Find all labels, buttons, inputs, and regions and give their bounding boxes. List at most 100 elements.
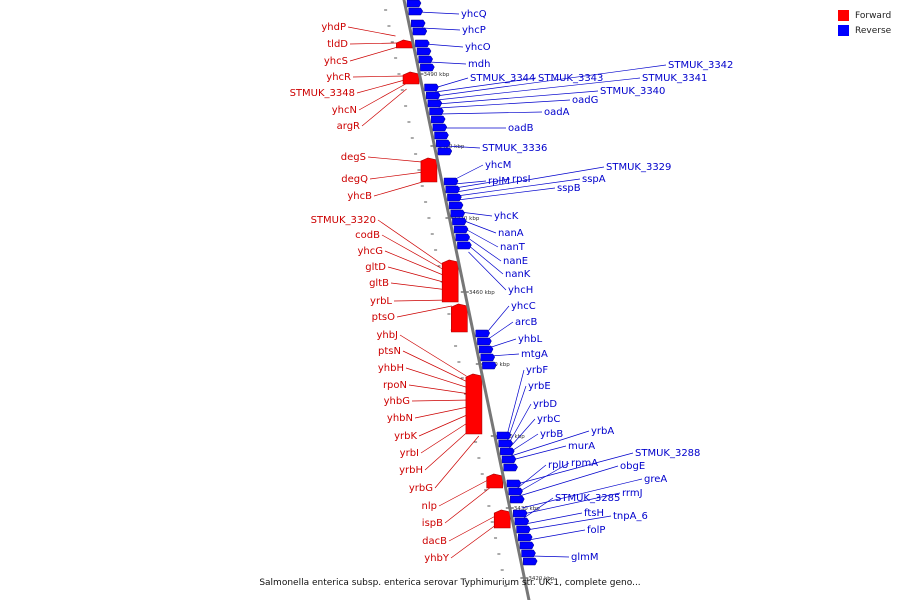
reverse-gene-label[interactable]: tnpA_6 (613, 511, 648, 522)
forward-gene-label[interactable]: yhbG (384, 396, 410, 407)
forward-gene-label[interactable]: nlp (422, 501, 437, 512)
reverse-gene-label[interactable]: STMUK_3288 (635, 448, 700, 459)
reverse-gene-label[interactable]: murA (568, 441, 595, 452)
reverse-gene-label[interactable]: folP (587, 525, 605, 536)
reverse-gene-label[interactable]: yhbL (518, 334, 543, 345)
leader-line (405, 367, 469, 389)
reverse-gene-label[interactable]: yhcM (485, 160, 511, 171)
reverse-gene-label[interactable]: yrbA (591, 426, 614, 437)
forward-gene-label[interactable]: gltD (365, 262, 386, 273)
reverse-gene-label[interactable]: nanA (498, 228, 524, 239)
leader-line (519, 465, 619, 497)
forward-gene-label[interactable]: codB (355, 230, 380, 241)
gene-labels: yhdP tldD yhcS yhcR STMUK_3348 yhcN argR degS de… (290, 9, 734, 564)
reverse-gene-label[interactable]: STMUK_3344 (470, 73, 535, 84)
reverse-gene-block (455, 233, 471, 242)
forward-gene-label[interactable]: gltB (369, 278, 389, 289)
leader-line (457, 187, 556, 201)
reverse-gene-label[interactable]: nanE (503, 256, 528, 267)
forward-gene-label[interactable]: yhcS (324, 56, 348, 67)
reverse-gene-label[interactable]: STMUK_3340 (600, 86, 665, 97)
reverse-gene-label[interactable]: greA (644, 474, 667, 485)
reverse-gene-label[interactable]: STMUK_3341 (642, 73, 707, 84)
reverse-gene-label[interactable]: rpsI (512, 174, 531, 185)
reverse-gene-label[interactable]: nanT (500, 242, 526, 253)
forward-gene-label[interactable]: yhbH (378, 363, 404, 374)
reverse-gene-label[interactable]: obgE (620, 461, 645, 472)
reverse-gene-label[interactable]: STMUK_3329 (606, 162, 671, 173)
reverse-gene-block (512, 509, 528, 518)
forward-gene-label[interactable]: yhbY (424, 553, 450, 564)
forward-gene-block (441, 259, 459, 303)
forward-gene-label[interactable]: yrbK (394, 431, 417, 442)
reverse-gene-label[interactable]: yhcH (508, 285, 533, 296)
reverse-gene-label[interactable]: arcB (515, 317, 538, 328)
reverse-gene-label[interactable]: mtgA (521, 349, 548, 360)
forward-gene-label[interactable]: yhcG (357, 246, 383, 257)
forward-gene-label[interactable]: yrbH (399, 465, 423, 476)
reverse-gene-block (480, 353, 496, 362)
forward-gene-label[interactable]: yrbI (400, 448, 419, 459)
reverse-gene-label[interactable]: STMUK_3336 (482, 143, 547, 154)
reverse-gene-label[interactable]: ftsH (584, 508, 604, 519)
forward-gene-label[interactable]: yrbL (370, 296, 392, 307)
legend: Forward Reverse (838, 8, 891, 38)
forward-gene-label[interactable]: degQ (341, 174, 368, 185)
leader-line (418, 411, 474, 437)
leader-line (414, 405, 473, 419)
forward-gene-label[interactable]: STMUK_3320 (311, 215, 376, 226)
forward-gene-label[interactable]: yhcB (347, 191, 372, 202)
reverse-gene-label[interactable]: yrbC (537, 414, 560, 425)
forward-gene-label[interactable]: yhcN (332, 105, 357, 116)
forward-gene-label[interactable]: ptsN (378, 346, 401, 357)
forward-gene-label[interactable]: tldD (327, 39, 348, 50)
reverse-gene-block (443, 177, 459, 186)
reverse-gene-label[interactable]: oadA (544, 107, 570, 118)
reverse-gene-label[interactable]: sspA (582, 174, 606, 185)
leader-line (453, 164, 484, 181)
reverse-gene-label[interactable]: rrmJ (622, 488, 643, 499)
forward-gene-label[interactable]: ptsO (372, 312, 395, 323)
reverse-gene-block (506, 479, 522, 488)
forward-gene-block (493, 509, 511, 529)
forward-gene-label[interactable]: yhcR (326, 72, 351, 83)
reverse-gene-label[interactable]: yhcQ (461, 9, 487, 20)
forward-gene-label[interactable]: yhdP (321, 22, 346, 33)
reverse-gene-label[interactable]: yhcC (511, 301, 536, 312)
reverse-gene-label[interactable]: yhcO (465, 42, 491, 53)
reverse-gene-label[interactable]: nanK (505, 269, 531, 280)
leader-line (509, 433, 539, 453)
forward-gene-label[interactable]: degS (341, 152, 366, 163)
reverse-gene-label[interactable]: STMUK_3343 (538, 73, 603, 84)
leader-line (402, 350, 468, 383)
reverse-gene-block (475, 329, 491, 338)
reverse-gene-label[interactable]: glmM (571, 552, 599, 563)
forward-gene-label[interactable]: yhbN (387, 413, 413, 424)
forward-gene-label[interactable]: dacB (422, 536, 447, 547)
forward-gene-label[interactable]: rpoN (383, 380, 407, 391)
reverse-gene-label[interactable]: rplU (548, 460, 569, 471)
reverse-gene-label[interactable]: rplM (488, 176, 510, 187)
reverse-gene-block (420, 63, 435, 72)
forward-gene-label[interactable]: yrbG (409, 483, 433, 494)
reverse-gene-label[interactable]: yhcK (494, 211, 519, 222)
reverse-gene-label[interactable]: oadB (508, 123, 534, 134)
reverse-gene-label[interactable]: STMUK_3285 (555, 493, 620, 504)
forward-gene-label[interactable]: ispB (422, 518, 443, 529)
forward-gene-label[interactable]: STMUK_3348 (290, 88, 355, 99)
forward-gene-label[interactable]: yhbJ (376, 330, 398, 341)
kbp-tick-label: 3460 kbp (469, 290, 495, 296)
reverse-gene-label[interactable]: yrbF (526, 365, 548, 376)
reverse-gene-label[interactable]: yhcP (462, 25, 486, 36)
reverse-gene-label[interactable]: STMUK_3342 (668, 60, 733, 71)
forward-gene-label[interactable]: argR (337, 121, 360, 132)
reverse-gene-label[interactable]: yrbE (528, 381, 551, 392)
reverse-gene-label[interactable]: yrbB (540, 429, 563, 440)
leader-line (444, 487, 490, 524)
reverse-gene-label[interactable]: yrbD (533, 399, 557, 410)
reverse-gene-label[interactable]: sspB (557, 183, 581, 194)
reverse-gene-label[interactable]: mdh (468, 59, 490, 70)
reverse-gene-label[interactable]: oadG (572, 95, 598, 106)
reverse-gene-label[interactable]: rpmA (571, 458, 598, 469)
